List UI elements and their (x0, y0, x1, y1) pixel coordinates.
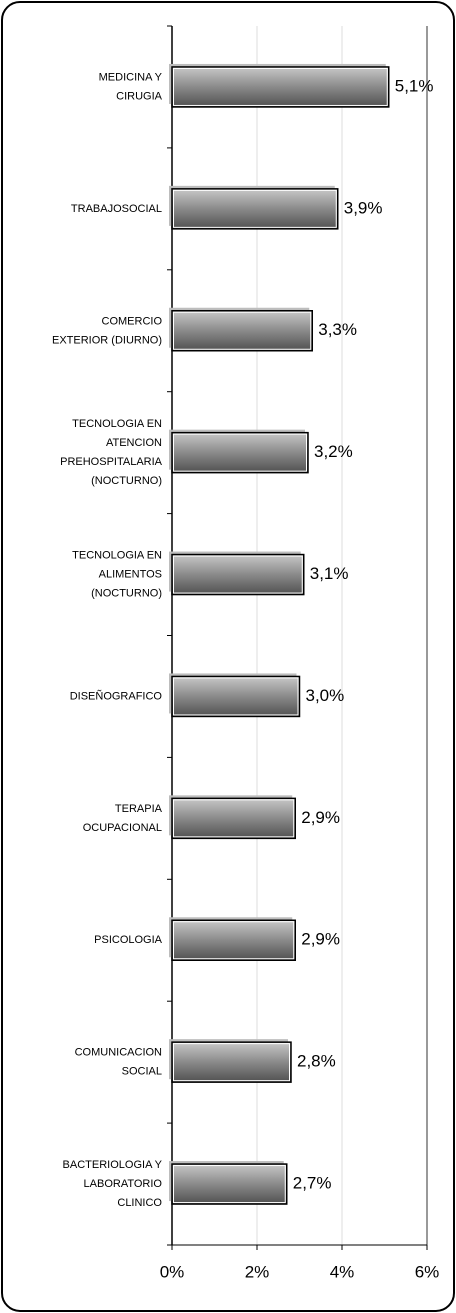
bar-highlight (173, 799, 295, 838)
bar-highlight (173, 921, 295, 960)
y-tick-label: TECNOLOGIA EN ALIMENTOS (NOCTURNO) (72, 549, 162, 599)
bar (171, 797, 296, 840)
value-label: 3,9% (344, 198, 383, 217)
y-tick-label: DISEÑOGRAFICO (70, 689, 163, 702)
y-tick-label: PSICOLOGIA (94, 934, 163, 946)
bar-highlight (173, 1165, 286, 1204)
value-label: 3,3% (318, 320, 357, 339)
bar-highlight (173, 555, 303, 594)
bar-highlight (173, 311, 312, 350)
y-tick-label: TECNOLOGIA EN ATENCION PREHOSPITALARIA (NOC… (60, 418, 163, 487)
value-label: 3,0% (306, 686, 345, 705)
y-tick-label: COMUNICACION SOCIAL (75, 1047, 162, 1078)
y-tick-label: TERAPIA OCUPACIONAL (83, 803, 163, 834)
bar-highlight (173, 433, 307, 472)
y-tick-label: MEDICINA Y CIRUGIA (99, 71, 163, 102)
bar (171, 675, 301, 718)
y-tick-label: BACTERIOLOGIA Y LABORATORIO CLINICO (63, 1159, 163, 1209)
value-label: 3,1% (310, 564, 349, 583)
bar (171, 1163, 288, 1205)
bar (171, 431, 309, 474)
x-tick-label: 4% (330, 1262, 355, 1281)
bar (171, 66, 390, 108)
bar-highlight (173, 677, 299, 716)
value-label: 2,8% (297, 1052, 336, 1071)
x-tick-label: 6% (415, 1262, 440, 1281)
bar-highlight (173, 1043, 290, 1082)
value-label: 2,9% (301, 808, 340, 827)
y-tick-label: TRABAJOSOCIAL (71, 203, 162, 215)
x-tick-label: 2% (245, 1262, 270, 1281)
bar (171, 310, 313, 352)
bar (171, 553, 305, 596)
y-tick-label: COMERCIO EXTERIOR (DIURNO) (52, 315, 162, 346)
value-label: 5,1% (395, 76, 434, 95)
bar (171, 188, 339, 230)
x-tick-label: 0% (160, 1262, 185, 1281)
bar (171, 1041, 292, 1083)
value-label: 2,7% (293, 1174, 332, 1193)
bar (171, 919, 296, 961)
value-label: 2,9% (301, 930, 340, 949)
bar-highlight (173, 67, 388, 106)
bar-highlight (173, 189, 337, 228)
value-label: 3,2% (314, 442, 353, 461)
